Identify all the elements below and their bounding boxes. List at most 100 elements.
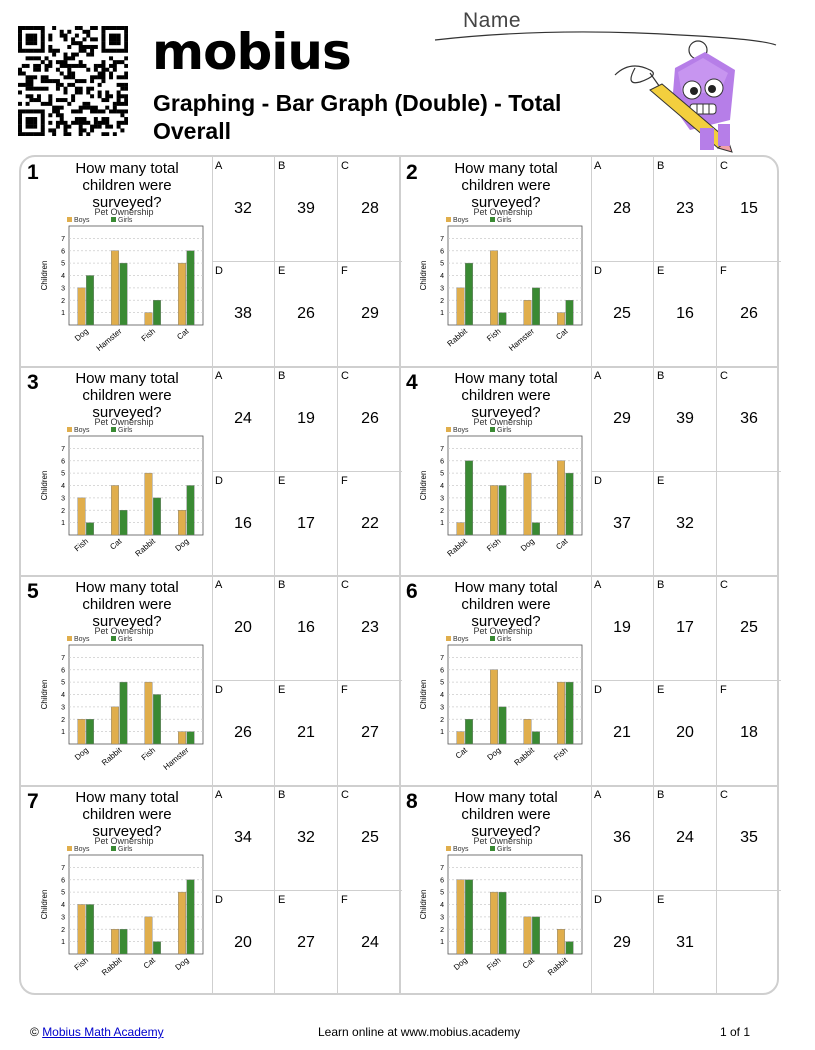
qr-module <box>78 63 83 68</box>
qr-module <box>40 44 45 49</box>
qr-module <box>86 33 91 38</box>
qr-module <box>18 101 22 106</box>
answer-choice-d[interactable]: D 16 <box>212 471 275 576</box>
answer-choice-b[interactable]: B 17 <box>654 576 717 681</box>
answer-choice-a[interactable]: A 20 <box>212 576 275 681</box>
x-tick-label: Dog <box>485 746 502 762</box>
qr-module <box>25 82 30 87</box>
answer-choice-e[interactable]: E 20 <box>654 681 717 785</box>
qr-module <box>101 33 106 38</box>
qr-module <box>74 109 79 114</box>
answer-choice-d[interactable]: D 26 <box>212 681 275 785</box>
y-tick-label: 2 <box>440 926 444 933</box>
qr-module <box>40 37 45 42</box>
y-tick-label: 5 <box>61 889 65 896</box>
qr-module <box>71 56 76 61</box>
answer-choice-b[interactable]: B 23 <box>654 157 717 262</box>
answer-choice-e[interactable]: E 21 <box>275 681 338 785</box>
qr-module <box>105 120 110 125</box>
answer-choice-a[interactable]: A 36 <box>591 785 654 891</box>
answer-choice-b[interactable]: B 19 <box>275 366 338 472</box>
qr-module <box>105 105 110 110</box>
x-tick-label: Cat <box>108 536 124 551</box>
choice-letter: B <box>657 788 665 801</box>
qr-module <box>55 60 60 65</box>
x-tick-label: Fish <box>485 536 502 553</box>
answer-choice-d[interactable]: D 20 <box>212 890 275 995</box>
grid-divider <box>399 157 401 993</box>
choice-letter: A <box>594 788 602 801</box>
y-tick-label: 1 <box>61 939 65 946</box>
answer-choice-e[interactable]: E 17 <box>275 471 338 576</box>
answer-choice-a[interactable]: A 24 <box>212 366 275 472</box>
answer-choice-b[interactable]: B 39 <box>275 157 338 262</box>
answer-choice-c[interactable]: C 15 <box>717 157 781 262</box>
qr-module <box>74 120 79 125</box>
y-tick-label: 1 <box>61 520 65 527</box>
name-line[interactable] <box>430 25 780 55</box>
y-tick-label: 5 <box>440 680 444 687</box>
copyright-symbol: © <box>30 1025 39 1039</box>
qr-module <box>44 101 49 106</box>
answer-choice-b[interactable]: B 24 <box>654 785 717 891</box>
answer-choice-c[interactable]: C 25 <box>717 576 781 681</box>
qr-module <box>124 48 128 53</box>
problem-2: 2 1 2 3 4 5 6 7 Pet Ownership Boys Girls Children Ra… <box>400 157 781 366</box>
answer-choice-c[interactable]: C 36 <box>717 367 781 472</box>
x-tick-label: Fish <box>140 746 157 763</box>
answer-choice-e[interactable]: E 26 <box>275 262 338 366</box>
answer-choice-c[interactable]: C 26 <box>338 367 402 472</box>
answer-choice-c[interactable]: C 28 <box>338 157 402 262</box>
answer-choice-b[interactable]: B 16 <box>275 576 338 681</box>
answer-choice-d[interactable]: D 37 <box>591 471 654 576</box>
choice-value: 16 <box>297 619 315 636</box>
y-axis-label: Children <box>419 680 428 710</box>
qr-module <box>25 109 30 114</box>
legend-label: Boys <box>453 636 469 643</box>
answer-choice-d[interactable]: D 25 <box>591 262 654 366</box>
answer-choice-d[interactable]: D 29 <box>591 890 654 995</box>
qr-module <box>18 120 22 125</box>
answer-choice-e[interactable]: E 16 <box>654 262 717 366</box>
answer-choice-f[interactable]: F 27 <box>338 681 402 785</box>
answer-choice-a[interactable]: A 34 <box>212 785 275 891</box>
answer-choice-c[interactable]: C 35 <box>717 786 781 891</box>
answer-choice-d[interactable]: D 21 <box>591 681 654 785</box>
answer-choice-a[interactable]: A 28 <box>591 157 654 262</box>
answer-choice-a[interactable]: A 19 <box>591 576 654 681</box>
answer-choice-d[interactable]: D 38 <box>212 262 275 366</box>
legend-label: Girls <box>118 846 133 853</box>
answer-choice-c[interactable]: C 25 <box>338 786 402 891</box>
answer-choice-c[interactable]: C 23 <box>338 576 402 681</box>
answer-choice-a[interactable]: A 29 <box>591 366 654 472</box>
y-tick-label: 5 <box>61 680 65 687</box>
qr-module <box>33 117 38 122</box>
choice-letter: E <box>278 684 286 696</box>
qr-module <box>29 48 34 53</box>
answer-choice-e[interactable]: E 31 <box>654 890 717 995</box>
answer-choice-f[interactable]: F 29 <box>338 262 402 366</box>
answer-choice-b[interactable]: B 32 <box>275 785 338 891</box>
answer-choice-f[interactable]: F 22 <box>338 472 402 576</box>
qr-module <box>74 86 79 91</box>
y-tick-label: 1 <box>440 520 444 527</box>
qr-module <box>78 117 83 122</box>
qr-module <box>29 132 34 136</box>
choice-letter: F <box>341 684 348 696</box>
answer-choice-a[interactable]: A 32 <box>212 157 275 262</box>
answer-choice-f[interactable]: F 24 <box>338 891 402 995</box>
answer-choice-e[interactable]: E 27 <box>275 890 338 995</box>
chart-title: Pet Ownership <box>94 836 153 846</box>
qr-module <box>109 48 114 53</box>
bar-girls <box>86 521 94 535</box>
legend-swatch <box>490 845 495 851</box>
qr-module <box>124 82 128 87</box>
choice-letter: E <box>657 474 665 487</box>
answer-choice-e[interactable]: E 32 <box>654 471 717 576</box>
qr-module <box>112 63 117 68</box>
answer-choice-b[interactable]: B 39 <box>654 366 717 472</box>
answer-choice-f[interactable]: F 26 <box>717 262 781 366</box>
answer-choice-f[interactable]: F 18 <box>717 681 781 785</box>
mobius-academy-link[interactable]: Mobius Math Academy <box>42 1025 164 1039</box>
qr-module <box>86 120 91 125</box>
